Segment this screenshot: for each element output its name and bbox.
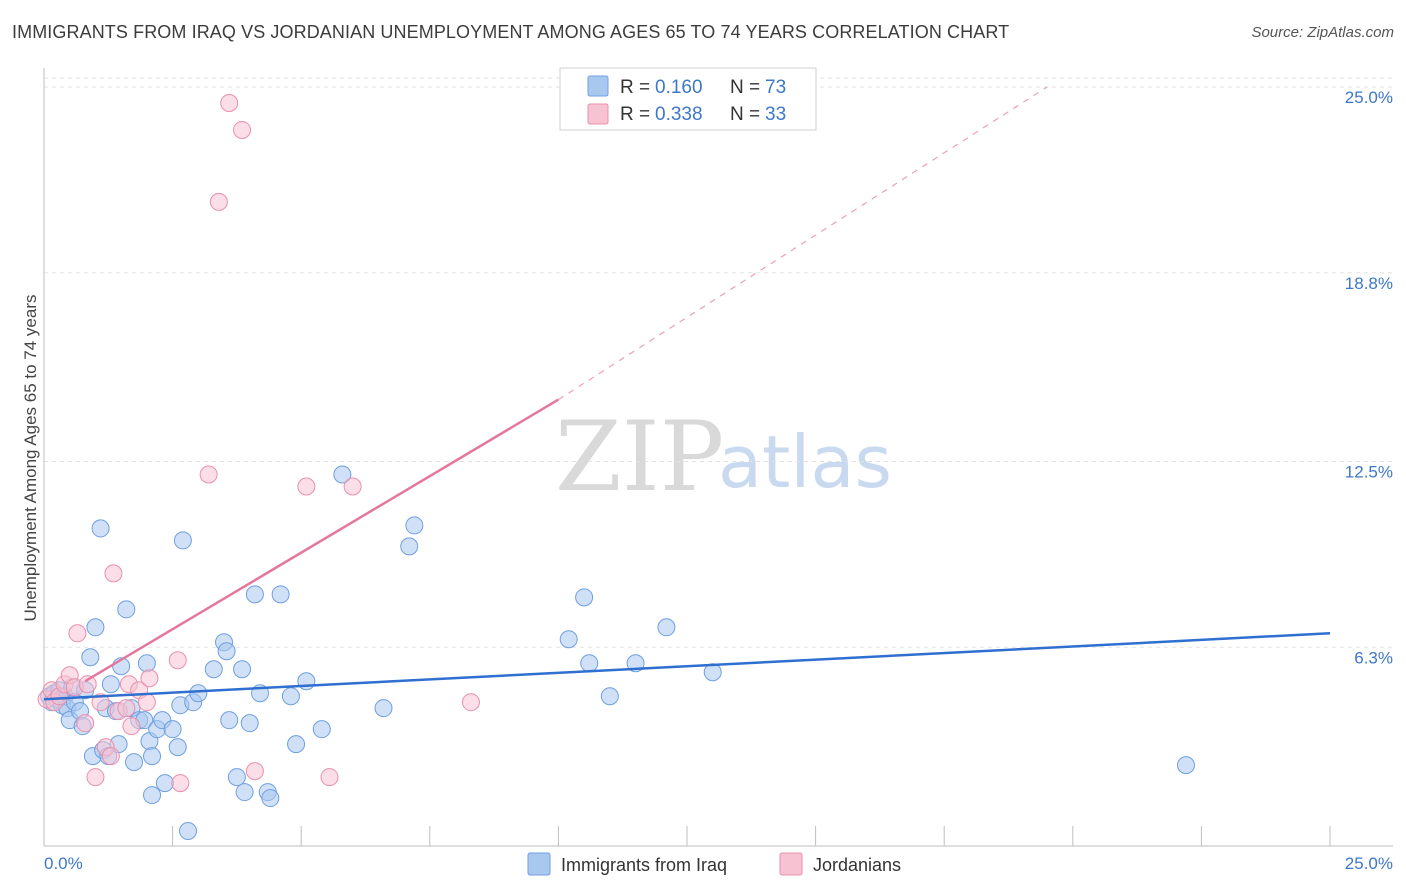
series-iraq-points (40, 465, 1195, 841)
legend-r-value-jordan: 0.338 (655, 104, 703, 125)
legend-n-value-jordan: 33 (765, 104, 786, 125)
watermark-zip: ZIP (555, 401, 724, 513)
jordan-point (78, 675, 97, 694)
jordan-point (137, 693, 156, 712)
y-tick-label: 12.5% (1345, 463, 1393, 482)
chart-title: IMMIGRANTS FROM IRAQ VS JORDANIAN UNEMPL… (12, 22, 1010, 42)
jordan-point (233, 120, 252, 139)
jordan-point (461, 693, 480, 712)
iraq-point (240, 714, 259, 733)
series-jordan-points (37, 93, 480, 793)
y-tick-label: 6.3% (1354, 648, 1393, 667)
jordan-point (171, 774, 190, 793)
iraq-point (143, 786, 162, 805)
iraq-trend-line (43, 632, 1331, 701)
gridlines (44, 77, 1393, 648)
y-tick-label: 18.8% (1345, 274, 1393, 293)
jordan-point (209, 192, 228, 211)
y-tick-label: 25.0% (1345, 88, 1393, 107)
iraq-point (271, 585, 290, 604)
legend-r-label-jordan: R = (620, 104, 650, 125)
iraq-point (580, 654, 599, 673)
jordan-point (245, 762, 264, 781)
jordan-point (76, 714, 95, 733)
iraq-point (189, 684, 208, 703)
jordan-point (122, 717, 141, 736)
jordan-point (117, 699, 136, 718)
iraq-point (575, 588, 594, 607)
iraq-point (179, 822, 198, 841)
iraq-point (333, 465, 352, 484)
iraq-point (600, 687, 619, 706)
jordan-trend-extension (558, 86, 1048, 401)
iraq-point (405, 516, 424, 535)
jordan-point (86, 768, 105, 787)
iraq-point (1176, 756, 1195, 775)
iraq-point (220, 711, 239, 730)
bottom-legend-swatch-jordan (779, 852, 803, 876)
legend-n-value-iraq: 73 (765, 77, 786, 98)
iraq-point (261, 789, 280, 808)
legend-swatch-jordan (587, 103, 609, 125)
jordan-point (140, 669, 159, 688)
iraq-point (245, 585, 264, 604)
legend-swatch-iraq (587, 75, 609, 97)
y-axis-label: Unemployment Among Ages 65 to 74 years (21, 295, 40, 622)
iraq-point (101, 675, 120, 694)
x-axis-ticks (43, 826, 1331, 846)
iraq-point (657, 618, 676, 637)
bottom-legend-label-jordan: Jordanians (813, 855, 901, 875)
jordan-point (104, 564, 123, 583)
iraq-point (227, 768, 246, 787)
jordan-point (343, 477, 362, 496)
iraq-point (168, 738, 187, 757)
jordan-point (68, 624, 87, 643)
iraq-point (559, 630, 578, 649)
iraq-point (137, 654, 156, 673)
jordan-point (220, 93, 239, 112)
trend-lines (43, 86, 1331, 701)
iraq-point (217, 642, 236, 661)
iraq-point (117, 600, 136, 619)
iraq-point (400, 537, 419, 556)
bottom-legend-label-iraq: Immigrants from Iraq (561, 855, 727, 875)
iraq-point (173, 531, 192, 550)
source-label: Source: ZipAtlas.com (1251, 24, 1394, 41)
jordan-point (199, 465, 218, 484)
bottom-legend-swatch-iraq (527, 852, 551, 876)
iraq-point (163, 720, 182, 739)
iraq-point (204, 660, 223, 679)
jordan-point (101, 747, 120, 766)
iraq-point (155, 774, 174, 793)
legend-box: R = 0.160 N = 73 R = 0.338 N = 33 (559, 67, 817, 131)
legend-r-value-iraq: 0.160 (655, 77, 703, 98)
x-tick-label-max: 25.0% (1345, 854, 1393, 873)
jordan-point (320, 768, 339, 787)
iraq-point (281, 687, 300, 706)
legend-n-label-iraq: N = (730, 77, 760, 98)
iraq-point (143, 747, 162, 766)
iraq-point (287, 735, 306, 754)
y-tick-labels: 6.3% 12.5% 18.8% 25.0% (1345, 88, 1393, 667)
legend-n-label-jordan: N = (730, 104, 760, 125)
iraq-point (86, 618, 105, 637)
iraq-point (81, 648, 100, 667)
iraq-point (233, 660, 252, 679)
jordan-point (91, 693, 110, 712)
bottom-legend: Immigrants from Iraq Jordanians (527, 852, 901, 876)
iraq-point (374, 699, 393, 718)
iraq-point (91, 519, 110, 538)
jordan-point (168, 651, 187, 670)
jordan-point (297, 477, 316, 496)
iraq-point (312, 720, 331, 739)
x-tick-label-min: 0.0% (44, 854, 83, 873)
iraq-point (235, 783, 254, 802)
legend-r-label-iraq: R = (620, 77, 650, 98)
jordan-trend-line (84, 398, 560, 683)
iraq-point (125, 753, 144, 772)
